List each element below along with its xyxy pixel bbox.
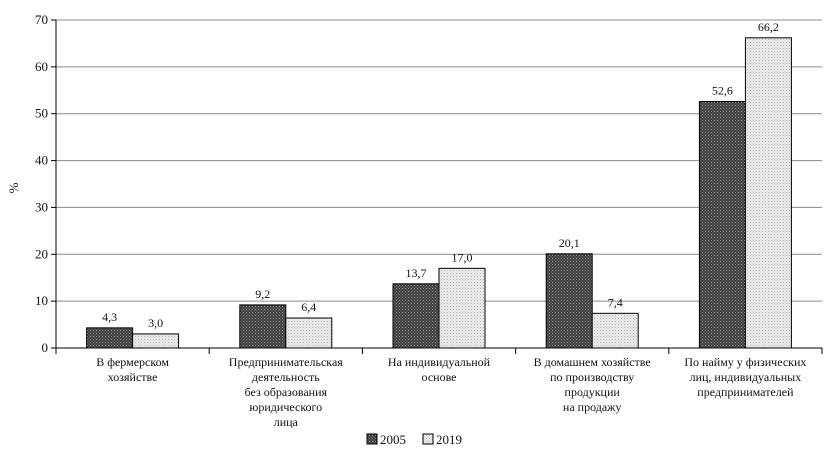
x-axis-ticks — [55, 348, 823, 354]
category-labels: В фермерском хозяйстве Предпринимательская… — [96, 355, 806, 429]
category-label: Предпринимательская деятельность без образ… — [229, 355, 343, 429]
category-label-line: на продажу — [563, 400, 622, 414]
y-axis-ticks: 0 10 20 30 40 50 60 70 — [35, 12, 48, 355]
data-label: 13,7 — [406, 266, 427, 280]
category-label-line: основе — [422, 370, 457, 384]
category-label-line: В домашнем хозяйстве — [534, 355, 651, 369]
data-label: 17,0 — [452, 250, 473, 264]
category-label-line: по производству — [550, 370, 634, 384]
bar-2005-2 — [239, 304, 287, 349]
category-label: В фермерском хозяйстве — [96, 355, 169, 384]
y-tick-label: 0 — [42, 340, 49, 355]
category-label-line: хозяйстве — [108, 370, 158, 384]
category-label-line: предпринимателей — [697, 385, 794, 399]
y-tick-label: 70 — [35, 12, 48, 27]
category-label-line: В фермерском — [96, 355, 169, 369]
bar-2019-3 — [438, 267, 486, 349]
legend-swatch-2005 — [366, 433, 378, 445]
y-axis-label: % — [6, 182, 21, 193]
y-tick-label: 40 — [35, 153, 48, 168]
category-label-line: Предпринимательская — [229, 355, 343, 369]
data-label: 20,1 — [559, 236, 580, 250]
category-label-line: лица — [274, 415, 299, 429]
data-label: 66,2 — [758, 20, 779, 34]
category-label-line: По найму у физических — [684, 355, 806, 369]
bar-2005-5 — [698, 101, 746, 349]
category-label-line: юридического — [249, 400, 322, 414]
legend-label: 2019 — [436, 432, 462, 447]
y-tick-label: 10 — [35, 293, 48, 308]
category-label-line: деятельность — [252, 370, 320, 384]
y-tick-label: 50 — [35, 106, 48, 121]
y-tick-label: 20 — [35, 246, 48, 261]
bar-2019-4 — [591, 312, 639, 349]
bar-2019-1 — [132, 333, 180, 349]
bar-2019-5 — [744, 37, 792, 349]
y-tick-label: 30 — [35, 199, 48, 214]
data-label: 9,2 — [255, 287, 270, 301]
bar-2019-2 — [285, 317, 333, 349]
data-label: 3,0 — [148, 316, 163, 330]
legend: 2005 2019 — [366, 432, 462, 447]
bar-2005-1 — [86, 327, 134, 349]
axes — [51, 19, 822, 349]
data-label: 52,6 — [712, 84, 733, 98]
data-label: 4,3 — [102, 310, 117, 324]
category-label: В домашнем хозяйстве по производству проду… — [534, 355, 651, 414]
gridlines — [56, 19, 822, 302]
category-label: По найму у физических лиц, индивидуальных… — [684, 355, 806, 399]
bar-2005-4 — [545, 253, 593, 349]
category-label-line: лиц, индивидуальных — [690, 370, 802, 384]
bar-2005-3 — [392, 283, 440, 349]
legend-swatch-2019 — [422, 433, 434, 445]
y-tick-label: 60 — [35, 59, 48, 74]
category-label: На индивидуальной основе — [388, 355, 491, 384]
data-label: 6,4 — [301, 300, 316, 314]
category-label-line: На индивидуальной — [388, 355, 491, 369]
legend-label: 2005 — [380, 432, 406, 447]
category-label-line: без образования — [245, 385, 328, 399]
data-labels: 4,3 9,2 13,7 20,1 52,6 3,0 6,4 17,0 7,4 66,2 — [102, 20, 779, 330]
category-label-line: продукции — [565, 385, 621, 399]
data-label: 7,4 — [608, 295, 623, 309]
